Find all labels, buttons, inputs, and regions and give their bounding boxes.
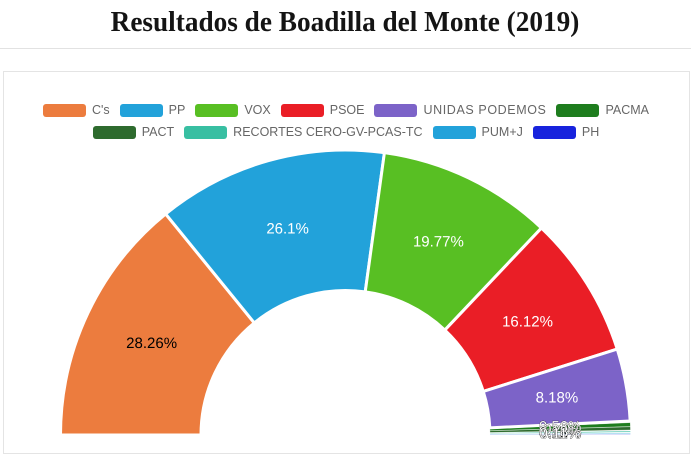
svg-text:0.18%: 0.18% <box>539 424 582 441</box>
svg-text:0.11%: 0.11% <box>539 426 580 443</box>
svg-text:28.26%: 28.26% <box>126 335 177 352</box>
svg-text:19.77%: 19.77% <box>413 234 464 251</box>
svg-text:16.12%: 16.12% <box>502 313 553 330</box>
svg-text:26.1%: 26.1% <box>266 221 309 238</box>
svg-text:0.56%: 0.56% <box>539 419 582 436</box>
svg-text:8.18%: 8.18% <box>536 389 579 406</box>
svg-text:0.13%: 0.13% <box>539 425 582 442</box>
svg-text:0.4%: 0.4% <box>543 422 577 439</box>
